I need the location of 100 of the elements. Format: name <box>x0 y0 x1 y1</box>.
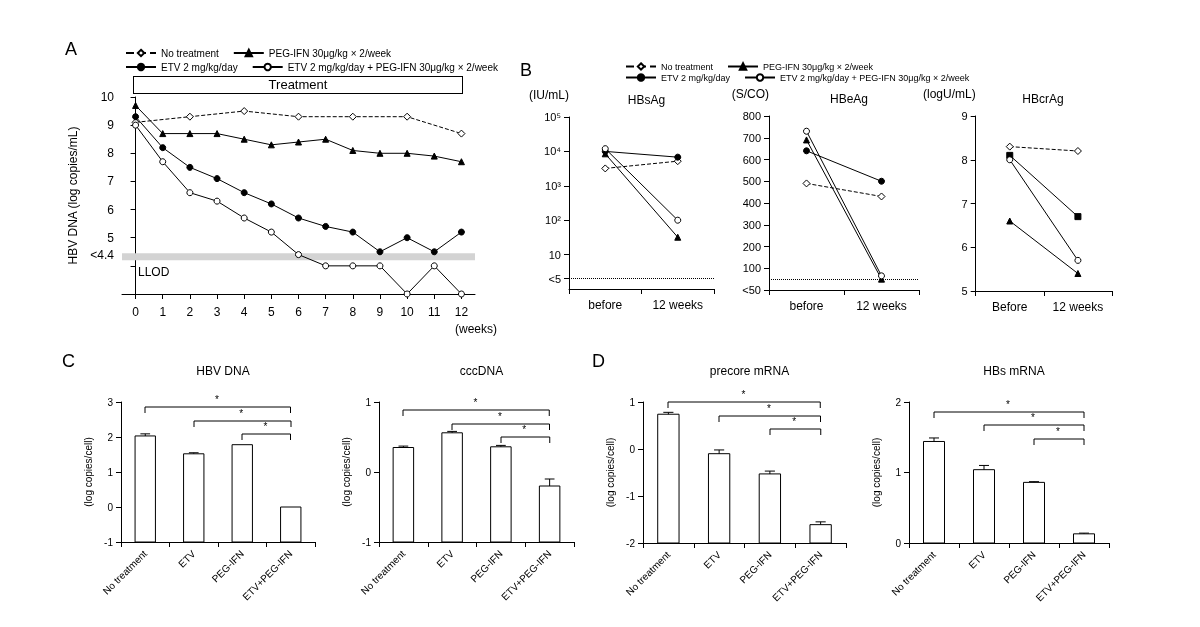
y-tick-label: 1 <box>107 466 114 478</box>
chart-title: HBeAg <box>829 92 869 106</box>
y-tick-label: 10 <box>100 90 115 104</box>
y-tick-label: <5 <box>548 272 561 285</box>
chart-title: HBcrAg <box>1022 92 1064 106</box>
x-tick-label: 10 <box>400 305 415 319</box>
text: A <box>65 39 78 59</box>
y-tick-label: 9 <box>107 118 115 133</box>
legend-label: No treatment <box>161 47 220 59</box>
x-tick-label: 11 <box>428 305 441 319</box>
y-tick-label: 500 <box>742 175 761 188</box>
y-axis-title: (log copies/cell) <box>82 437 94 507</box>
x-tick-label: Before <box>992 300 1028 314</box>
annotation: * <box>792 416 797 427</box>
legend-label: ETV 2 mg/kg/day <box>661 72 731 83</box>
legend-label: PEG-IFN 30μg/kg × 2/week <box>268 47 392 59</box>
x-tick-label: 12 <box>454 305 469 319</box>
y-tick-label: 9 <box>961 110 968 122</box>
y-tick-label: 7 <box>961 197 968 210</box>
y-tick-label: 10² <box>545 214 562 227</box>
x-tick-label: 4 <box>240 305 248 319</box>
x-tick-label: 3 <box>213 305 221 319</box>
x-tick-label: 2 <box>186 305 194 319</box>
legend-label: ETV 2 mg/kg/day + PEG-IFN 30μg/kg × 2/week <box>780 72 970 83</box>
y-tick-label: <50 <box>742 284 761 296</box>
y-tick-label: 8 <box>961 153 968 166</box>
annotation: * <box>239 408 244 419</box>
x-tick-label: 0 <box>132 305 140 319</box>
y-tick-label: 100 <box>742 262 761 275</box>
y-tick-label: 10³ <box>545 179 562 192</box>
chart-title: precore mRNA <box>709 364 790 378</box>
annotation: * <box>766 403 771 414</box>
y-axis-title: (logU/mL) <box>922 87 976 101</box>
y-tick-label: 10 <box>548 248 561 261</box>
y-tick-label: 700 <box>742 131 761 144</box>
x-tick-label: 8 <box>349 305 357 319</box>
y-tick-label: 1 <box>895 467 902 478</box>
legend-label: ETV 2 mg/kg/day <box>161 61 238 73</box>
x-tick-label: before <box>789 299 824 313</box>
x-tick-label: 1 <box>159 305 167 319</box>
y-tick-label: 6 <box>961 241 968 254</box>
y-tick-label: 0 <box>365 466 372 478</box>
x-tick-label: before <box>588 298 623 312</box>
x-tick-label: 12 weeks <box>652 298 704 312</box>
y-tick-label: -2 <box>626 537 636 549</box>
y-axis-title: (log copies/cell) <box>870 437 882 508</box>
x-tick-label: 7 <box>322 305 330 319</box>
label-box: Treatment <box>133 76 463 94</box>
y-tick-label: 600 <box>742 153 761 166</box>
y-tick-label: 300 <box>742 218 761 231</box>
y-tick-label: 1 <box>629 396 636 408</box>
annotation: * <box>263 421 268 432</box>
y-tick-label: 8 <box>107 146 115 161</box>
text: C <box>62 351 75 371</box>
y-tick-label: 6 <box>107 202 115 217</box>
y-tick-label: -1 <box>626 490 636 502</box>
y-tick-label: 5 <box>107 230 115 245</box>
y-axis-title: HBV DNA (log copies/mL) <box>66 126 81 265</box>
y-tick-label: 10⁴ <box>544 145 562 158</box>
y-axis-title: (S/CO) <box>731 87 769 101</box>
text: B <box>520 60 533 80</box>
x-tick-label: 9 <box>376 305 384 319</box>
y-tick-label: -1 <box>362 536 372 548</box>
chart-title: HBsAg <box>627 93 666 107</box>
y-tick-label: 7 <box>107 174 115 189</box>
y-tick-label: 2 <box>895 396 902 408</box>
y-tick-label: 3 <box>107 396 114 408</box>
legend-label: No treatment <box>661 61 714 72</box>
y-axis-title: (IU/mL) <box>529 88 569 102</box>
y-tick-label: 0 <box>629 443 636 455</box>
y-axis-title: (log copies/cell) <box>340 437 352 507</box>
x-tick-label: 12 weeks <box>856 299 907 313</box>
annotation: * <box>497 411 502 422</box>
annotation: * <box>1031 412 1035 423</box>
legend-label: PEG-IFN 30μg/kg × 2/week <box>763 61 874 72</box>
y-tick-label: 10⁵ <box>544 111 561 123</box>
annotation: * <box>473 397 478 408</box>
annotation: * <box>1056 426 1060 437</box>
x-tick-label: 12 weeks <box>1052 300 1104 314</box>
legend-label: ETV 2 mg/kg/day + PEG-IFN 30μg/kg × 2/week <box>287 61 499 73</box>
text: * <box>741 389 746 400</box>
chart-title: HBs mRNA <box>983 364 1045 378</box>
text: D <box>592 351 605 371</box>
x-tick-label: 6 <box>295 305 303 319</box>
y-tick-label: 400 <box>742 197 761 209</box>
y-tick-label: 800 <box>742 110 761 122</box>
annotation: * <box>522 424 527 435</box>
x-tick-label: 5 <box>268 305 275 319</box>
chart-title: HBV DNA <box>196 364 250 378</box>
x-axis-title: (weeks) <box>455 322 498 336</box>
y-tick-label: 5 <box>961 285 968 297</box>
annotation: * <box>215 394 219 405</box>
y-tick-label: -1 <box>104 536 114 548</box>
y-axis-title: (log copies/cell) <box>604 437 616 508</box>
y-tick-label: 0 <box>895 537 902 549</box>
chart-title: cccDNA <box>459 364 504 378</box>
y-tick-label: 0 <box>107 501 114 513</box>
annotation: * <box>1006 399 1010 410</box>
y-tick-label: <4.4 <box>90 247 115 262</box>
y-tick-label: 2 <box>107 431 114 443</box>
